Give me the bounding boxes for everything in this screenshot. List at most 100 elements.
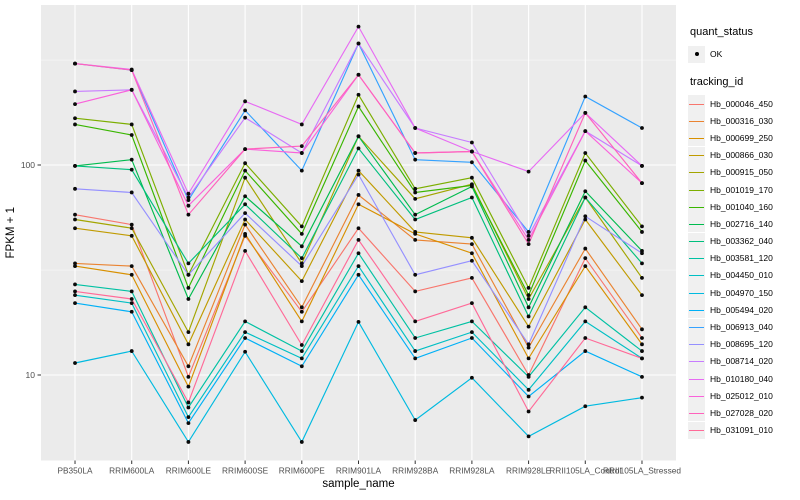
legend-item-Hb_010180_040: Hb_010180_040 xyxy=(688,370,800,388)
data-point xyxy=(299,264,304,269)
data-point xyxy=(526,356,531,361)
line-swatch-icon xyxy=(688,421,705,439)
data-point xyxy=(356,320,361,324)
data-point xyxy=(469,195,474,200)
line-swatch-icon xyxy=(688,266,705,284)
data-point xyxy=(640,374,644,379)
data-point xyxy=(356,202,361,207)
line-swatch-icon xyxy=(688,284,705,302)
data-point xyxy=(640,336,644,340)
data-point xyxy=(186,261,191,266)
data-point xyxy=(73,164,77,168)
legend-item-Hb_000046_450: Hb_000046_450 xyxy=(688,95,800,113)
legend-item-Hb_001019_170: Hb_001019_170 xyxy=(688,181,800,199)
data-point xyxy=(356,237,361,242)
legend-item-Hb_003581_120: Hb_003581_120 xyxy=(688,249,800,267)
legend-item-label: Hb_004450_010 xyxy=(710,270,773,281)
data-point xyxy=(73,361,77,365)
data-point xyxy=(129,264,134,269)
data-point xyxy=(299,244,304,249)
x-tick-label: RRIM928LE xyxy=(506,466,552,476)
data-point xyxy=(243,231,248,236)
line-swatch-icon xyxy=(688,146,705,164)
data-point xyxy=(73,293,77,298)
data-point xyxy=(469,336,474,340)
line-swatch-icon xyxy=(688,163,705,181)
data-point xyxy=(186,364,191,369)
legend-title-quant-status: quant_status xyxy=(690,26,753,38)
legend-item-Hb_000699_250: Hb_000699_250 xyxy=(688,129,800,147)
data-point xyxy=(469,160,474,165)
data-point xyxy=(243,349,248,354)
data-point xyxy=(413,319,418,324)
data-point xyxy=(469,258,474,263)
data-point xyxy=(243,217,248,222)
line-swatch-icon xyxy=(688,181,705,199)
data-point xyxy=(469,330,474,335)
data-point xyxy=(73,122,77,127)
legend-item-Hb_002716_140: Hb_002716_140 xyxy=(688,215,800,233)
data-point xyxy=(469,149,474,154)
x-tick-label: RRIM928BA xyxy=(392,466,439,476)
data-point xyxy=(356,146,361,151)
legend-item-Hb_000866_030: Hb_000866_030 xyxy=(688,146,800,164)
data-point xyxy=(526,324,531,329)
legend-item-label: Hb_002716_140 xyxy=(710,218,773,229)
data-point xyxy=(243,108,248,113)
data-point xyxy=(129,190,134,195)
data-point xyxy=(640,293,644,298)
legend-item-label: Hb_003362_040 xyxy=(710,236,773,247)
x-tick-label: RRII105LA_Control xyxy=(549,466,621,476)
data-point xyxy=(73,282,77,287)
legend-item-Hb_004970_150: Hb_004970_150 xyxy=(688,284,800,302)
legend-item-label: Hb_008714_020 xyxy=(710,356,773,367)
data-point xyxy=(356,193,361,197)
data-point xyxy=(526,230,531,234)
data-point xyxy=(583,349,588,353)
line-swatch-icon xyxy=(688,249,705,267)
data-point xyxy=(469,235,474,240)
data-point xyxy=(243,336,248,340)
legend-item-Hb_031091_010: Hb_031091_010 xyxy=(688,421,800,439)
data-point xyxy=(640,327,644,332)
data-point xyxy=(299,261,304,266)
data-point xyxy=(129,289,134,294)
data-point xyxy=(73,61,77,66)
data-point xyxy=(640,164,644,168)
legend-item-label: Hb_025012_010 xyxy=(710,390,773,401)
data-point xyxy=(583,158,588,163)
legend-item-Hb_000316_030: Hb_000316_030 xyxy=(688,112,800,130)
data-point xyxy=(186,405,191,410)
data-point xyxy=(526,409,531,414)
y-tick-label: 100 xyxy=(21,160,35,170)
data-point xyxy=(356,272,361,277)
data-point xyxy=(640,261,644,266)
data-point xyxy=(583,404,588,409)
legend-item-label: Hb_027028_020 xyxy=(710,407,773,418)
data-point xyxy=(243,211,248,216)
data-point xyxy=(129,133,134,137)
line-swatch-icon xyxy=(688,95,705,113)
data-point xyxy=(299,224,304,229)
data-point xyxy=(299,144,304,149)
data-point xyxy=(526,434,531,439)
data-point xyxy=(413,151,418,155)
data-point xyxy=(413,157,418,162)
data-point xyxy=(413,212,418,217)
data-point xyxy=(640,349,644,353)
data-point xyxy=(299,305,304,310)
x-tick-label: RRIM600PE xyxy=(279,466,326,476)
data-point xyxy=(640,126,644,130)
data-point xyxy=(186,198,191,203)
data-point xyxy=(299,309,304,314)
line-swatch-icon xyxy=(688,129,705,147)
data-point xyxy=(469,375,474,380)
legend-title-tracking-id: tracking_id xyxy=(690,76,744,88)
line-swatch-icon xyxy=(688,370,705,388)
line-swatch-icon xyxy=(688,387,705,405)
data-point xyxy=(640,251,644,256)
x-tick-label: RRIM600LA xyxy=(109,466,155,476)
legend-item-Hb_025012_010: Hb_025012_010 xyxy=(688,387,800,405)
data-point xyxy=(243,147,248,152)
